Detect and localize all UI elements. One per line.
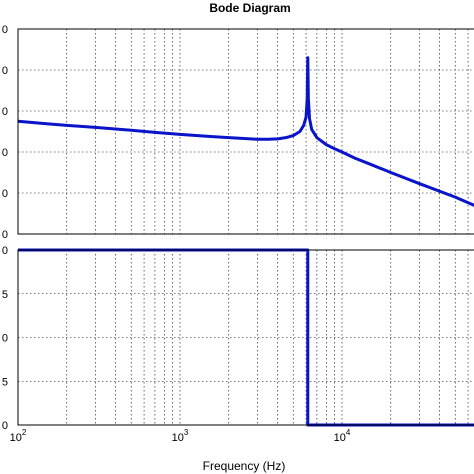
phase-y-tick-label: 0 [2, 245, 8, 257]
magnitude-y-tick-label: 0 [2, 188, 8, 200]
magnitude-y-tick-label: 0 [2, 147, 8, 159]
x-tick-exponent: 2 [22, 428, 27, 437]
phase-y-tick-label: 0 [2, 333, 8, 345]
phase-y-ticks: 0 5 0 5 0 [2, 245, 8, 432]
x-tick-exponent: 3 [184, 428, 189, 437]
magnitude-y-tick-label: 0 [2, 65, 8, 77]
magnitude-grid [18, 29, 474, 234]
phase-y-tick-label: 5 [2, 376, 8, 388]
magnitude-series-line [17, 56, 474, 207]
phase-y-tick-label: 5 [2, 289, 8, 301]
magnitude-y-tick-label: 0 [2, 229, 8, 241]
magnitude-y-ticks: 0 0 0 0 0 0 [2, 24, 8, 241]
phase-panel: 0 5 0 5 0 [2, 245, 474, 432]
phase-y-tick-label: 0 [2, 420, 8, 432]
x-tick-base: 10 [172, 432, 184, 444]
magnitude-y-tick-label: 0 [2, 106, 8, 118]
phase-grid [18, 250, 474, 425]
chart-title: Bode Diagram [209, 1, 290, 15]
magnitude-panel: 0 0 0 0 0 0 [2, 24, 474, 241]
x-tick-exponent: 4 [346, 428, 351, 437]
x-tick-label: 103 [172, 428, 189, 444]
x-axis-label: Frequency (Hz) [203, 459, 286, 473]
x-tick-base: 10 [334, 432, 346, 444]
frequency-tick-labels: 102 103 104 [10, 428, 351, 444]
x-tick-label: 102 [10, 428, 27, 444]
magnitude-y-tick-label: 0 [2, 24, 8, 36]
x-tick-label: 104 [334, 428, 351, 444]
magnitude-plot-frame [17, 28, 474, 235]
x-tick-base: 10 [10, 432, 22, 444]
phase-plot-frame [17, 249, 474, 426]
